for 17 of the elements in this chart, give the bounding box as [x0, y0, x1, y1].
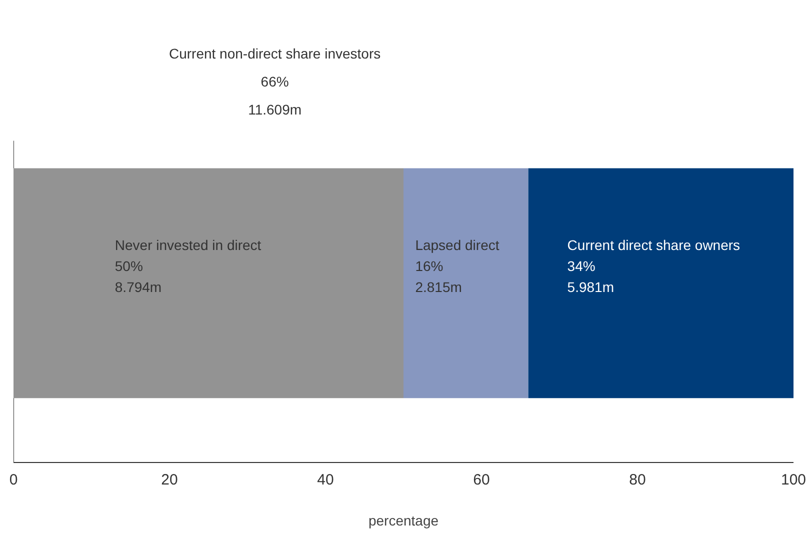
x-tick-label: 60	[473, 472, 490, 488]
series-label: Lapsed direct	[415, 237, 500, 254]
x-tick-label: 80	[629, 472, 646, 488]
x-axis-title: percentage	[368, 512, 439, 528]
bar	[404, 168, 528, 398]
bar	[14, 168, 404, 398]
series-label: Current direct share owners	[567, 237, 740, 254]
series-label: Never invested in direct	[114, 237, 262, 254]
x-tick-label: 20	[161, 472, 178, 488]
x-tick-label: 0	[9, 472, 18, 488]
data-label: 50% 8.794m	[114, 258, 162, 295]
data-label: 34% 5.981m	[567, 258, 614, 295]
text: Current non-direct share investors 66% 11.609m	[168, 46, 381, 118]
data-label: 16% 2.815m	[415, 258, 462, 295]
x-tick-label: 40	[317, 472, 334, 488]
x-tick-label: 100	[780, 472, 806, 488]
bar	[528, 168, 794, 398]
